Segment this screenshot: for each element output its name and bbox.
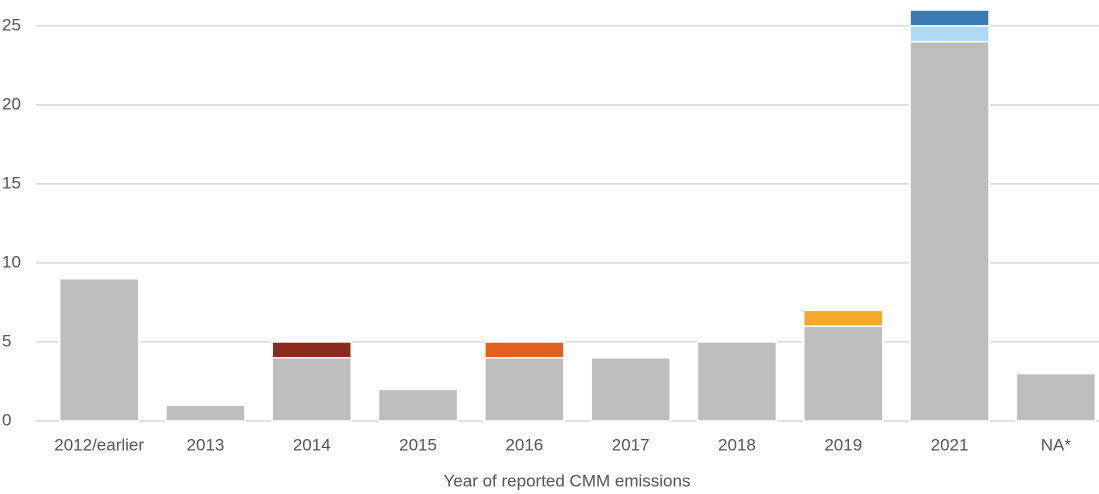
- bar-segment: [909, 9, 990, 27]
- x-tick-label: 2017: [612, 435, 650, 454]
- y-tick-label: 15: [2, 173, 21, 192]
- bar-segment: [590, 357, 671, 422]
- x-tick-label: 2016: [505, 435, 543, 454]
- y-tick-label: 5: [2, 331, 11, 350]
- x-tick-label: 2013: [187, 435, 225, 454]
- bar-segment: [909, 25, 990, 43]
- bar-segment: [377, 388, 459, 422]
- y-tick-label: 0: [2, 410, 11, 429]
- x-tick-label: NA*: [1041, 435, 1072, 454]
- y-tick-label: 25: [2, 15, 21, 34]
- bar-segment: [165, 404, 246, 422]
- bar-segment: [484, 357, 565, 422]
- x-tick-label: 2012/earlier: [54, 435, 144, 454]
- bar-segment: [909, 40, 990, 422]
- bar-segment: [58, 277, 140, 422]
- bar-segment: [271, 341, 352, 359]
- bar-segment: [1015, 372, 1097, 422]
- bar-segment: [271, 357, 352, 422]
- x-tick-label: 2014: [293, 435, 331, 454]
- x-tick-label: 2018: [718, 435, 756, 454]
- x-axis-label: Year of reported CMM emissions: [444, 471, 691, 490]
- bar-segment: [484, 341, 565, 359]
- bar-segment: [803, 309, 884, 327]
- x-tick-label: 2021: [931, 435, 969, 454]
- x-tick-label: 2019: [824, 435, 862, 454]
- bar-segment: [696, 341, 778, 422]
- y-tick-label: 10: [2, 252, 21, 271]
- y-tick-label: 20: [2, 94, 21, 113]
- bar-segment: [803, 325, 884, 422]
- x-tick-label: 2015: [399, 435, 437, 454]
